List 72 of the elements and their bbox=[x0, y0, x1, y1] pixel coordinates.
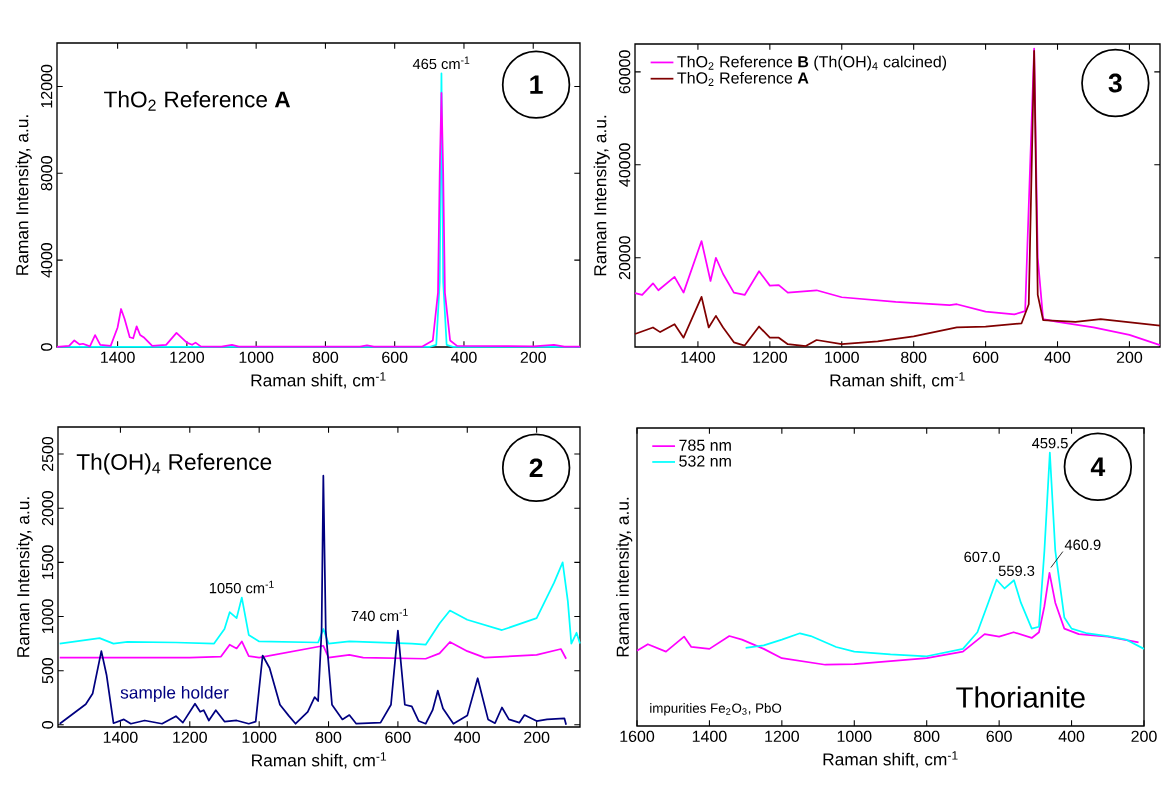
x-tick-label: 200 bbox=[524, 731, 550, 744]
x-tick-label: 1000 bbox=[837, 730, 872, 743]
x-tick-label: 1200 bbox=[173, 731, 207, 744]
annotation: 740 cm$^{-1}$ bbox=[351, 608, 408, 622]
x-tick-label: 200 bbox=[1131, 730, 1157, 743]
y-tick-label: 8000 bbox=[40, 156, 53, 191]
x-tick-label: 400 bbox=[454, 731, 480, 744]
legend-label: ThO$_{2}$ Reference A bbox=[677, 71, 809, 86]
x-tick-label: 1200 bbox=[765, 730, 800, 743]
y-tick-label: 0 bbox=[40, 343, 53, 351]
legend-label: ThO$_{2}$ Reference B (Th(OH)$_{4}$ calcined) bbox=[677, 55, 947, 71]
x-axis-title: Raman shift, cm$^{-1}$ bbox=[252, 752, 387, 769]
y-tick-label: 0 bbox=[41, 720, 54, 729]
annotation: 460.9 bbox=[1064, 539, 1101, 550]
x-tick-label: 1400 bbox=[692, 730, 727, 743]
text: Thorianite bbox=[956, 686, 1085, 708]
annotation: 559.3 bbox=[998, 565, 1035, 576]
x-tick-label: 1200 bbox=[170, 351, 205, 364]
x-tick-label: 400 bbox=[1044, 351, 1071, 364]
x-tick-label: 800 bbox=[914, 730, 940, 743]
y-tick-label: 1500 bbox=[41, 545, 54, 579]
x-tick-label: 200 bbox=[1116, 351, 1143, 364]
y-tick-label: 4000 bbox=[40, 242, 53, 278]
x-axis-title: Raman shift, cm$^{-1}$ bbox=[830, 372, 965, 389]
x-tick-label: 1000 bbox=[242, 731, 277, 744]
annotation: impurities Fe$_{2}$O$_{3}$, PbO bbox=[650, 703, 782, 716]
annotation: 459.5 bbox=[1032, 437, 1068, 449]
y-tick-label: 40000 bbox=[618, 143, 631, 187]
x-tick-label: 1200 bbox=[753, 351, 788, 364]
annotation: 3 bbox=[1108, 73, 1122, 93]
series-label: sample holder bbox=[120, 685, 229, 703]
x-tick-label: 200 bbox=[520, 351, 546, 364]
x-tick-label: 1600 bbox=[620, 730, 655, 743]
x-axis-title: Raman shift, cm$^{-1}$ bbox=[823, 751, 958, 768]
line-series bbox=[58, 640, 567, 660]
y-tick-label: 60000 bbox=[618, 50, 631, 94]
y-axis-title: Raman intensity, a.u. bbox=[616, 497, 633, 657]
annotation: 465 cm$^{-1}$ bbox=[412, 56, 470, 70]
legend-label: 785 nm bbox=[679, 439, 731, 451]
x-tick-label: 1400 bbox=[103, 731, 138, 744]
y-tick-label: 500 bbox=[41, 657, 54, 684]
x-tick-label: 600 bbox=[382, 351, 408, 364]
y-axis-title: Raman Intensity, a.u. bbox=[16, 497, 33, 657]
x-tick-label: 800 bbox=[315, 731, 342, 744]
x-tick-label: 600 bbox=[385, 731, 411, 744]
line-series bbox=[58, 561, 581, 646]
x-tick-label: 1400 bbox=[101, 351, 135, 364]
x-tick-label: 600 bbox=[973, 351, 999, 364]
x-tick-label: 1000 bbox=[825, 351, 859, 364]
text: Th(OH)$_{4}$ Reference bbox=[76, 453, 272, 475]
x-tick-label: 800 bbox=[901, 351, 927, 364]
annotation: 1050 cm$^{-1}$ bbox=[209, 580, 274, 594]
x-tick-label: 1400 bbox=[681, 351, 716, 364]
y-tick-label: 1000 bbox=[41, 599, 54, 634]
x-tick-label: 800 bbox=[312, 351, 339, 364]
y-tick-label: 2500 bbox=[41, 436, 54, 472]
y-tick-label: 20000 bbox=[618, 236, 631, 280]
x-tick-label: 1000 bbox=[239, 351, 274, 364]
x-tick-label: 400 bbox=[1058, 730, 1085, 743]
annotation: 1 bbox=[530, 75, 543, 94]
annotation: 4 bbox=[1090, 457, 1106, 476]
text: ThO$_{2}$ Reference A bbox=[104, 90, 291, 111]
annotation: 2 bbox=[529, 458, 543, 478]
annotation: 607.0 bbox=[964, 551, 1000, 563]
y-tick-label: 2000 bbox=[41, 491, 54, 526]
y-axis-title: Raman Intensity, a.u. bbox=[15, 115, 32, 275]
x-axis-title: Raman shift, cm$^{-1}$ bbox=[251, 372, 386, 389]
x-tick-label: 600 bbox=[986, 730, 1012, 743]
y-tick-label: 12000 bbox=[40, 64, 53, 108]
legend-label: 532 nm bbox=[679, 455, 731, 467]
x-tick-label: 400 bbox=[450, 351, 477, 364]
y-axis-title: Raman Intensity, a.u. bbox=[593, 115, 610, 276]
